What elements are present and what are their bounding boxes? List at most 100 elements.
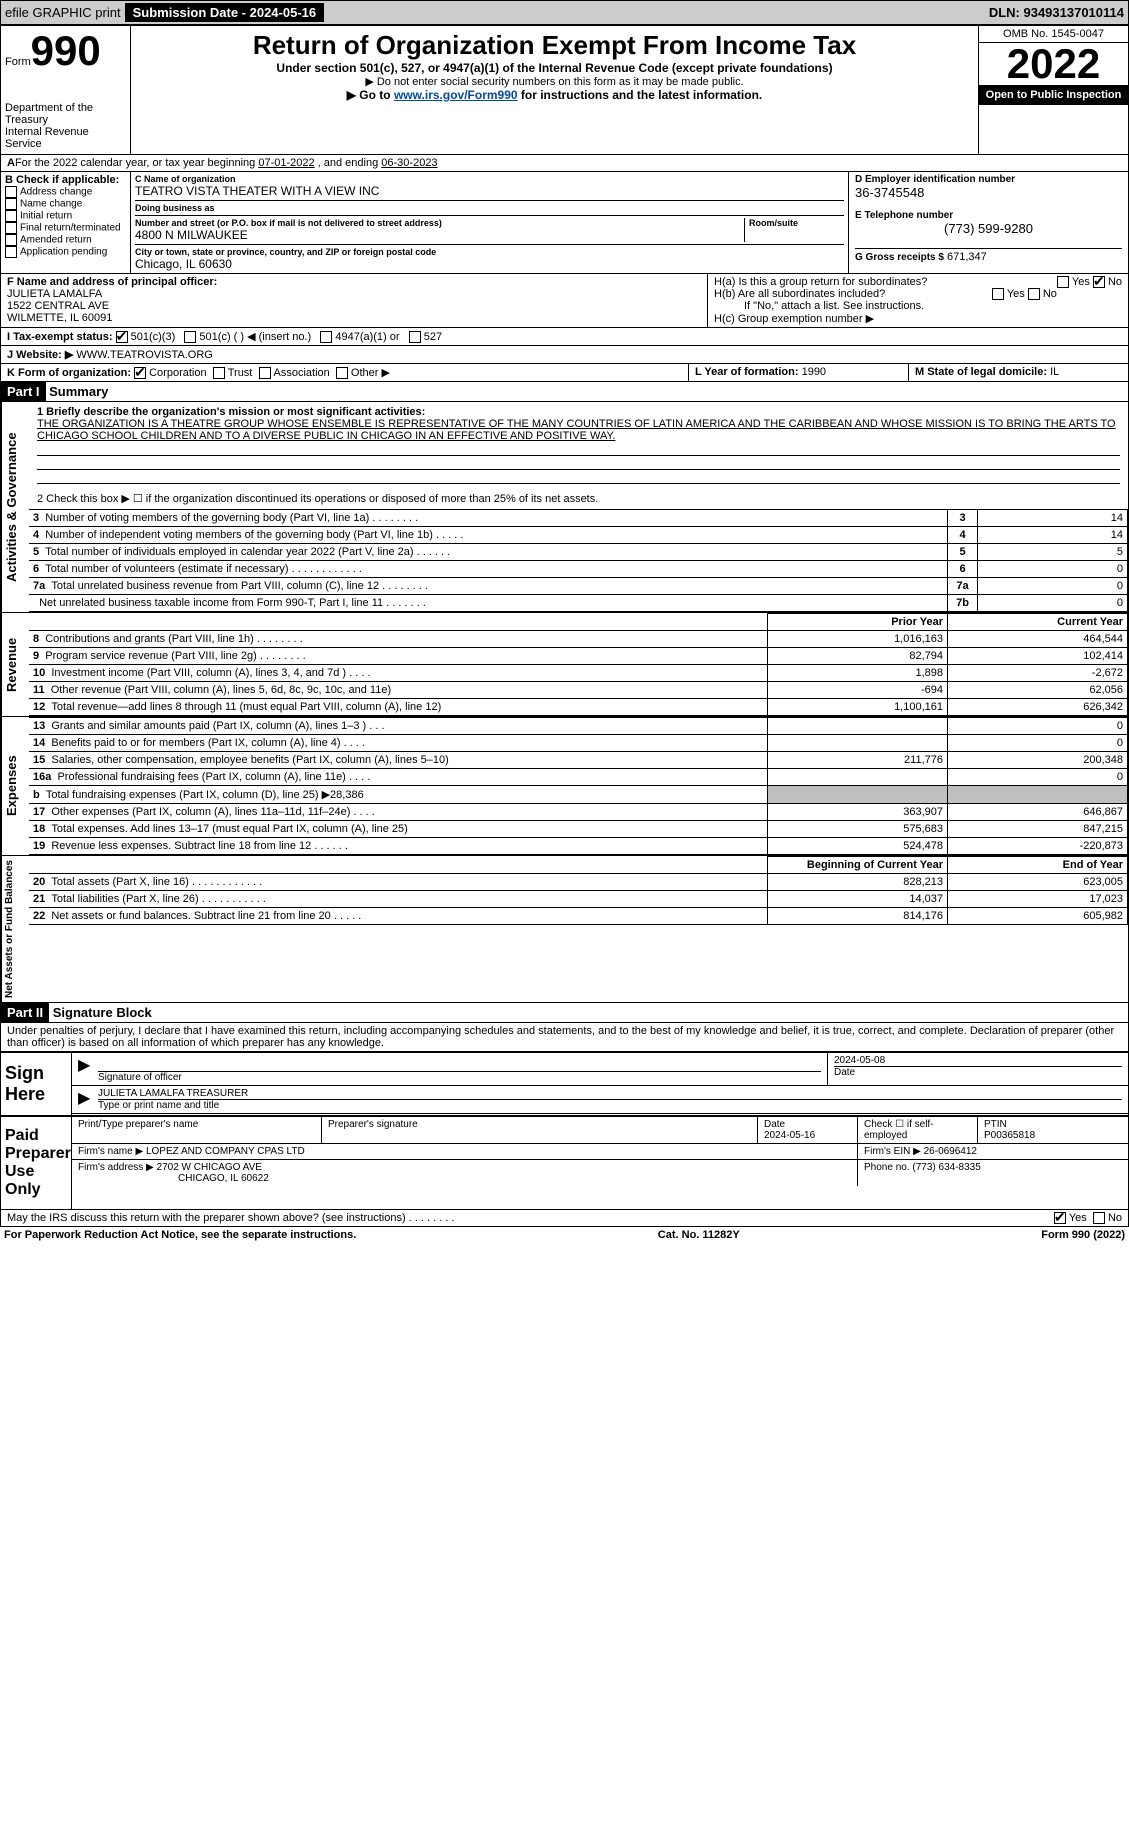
discuss-no[interactable] <box>1093 1212 1105 1224</box>
city-label: City or town, state or province, country… <box>135 244 844 257</box>
part1-title: Summary <box>49 384 108 399</box>
hb-label: H(b) Are all subordinates included? <box>714 288 885 300</box>
amended-return: Amended return <box>5 234 126 246</box>
sig-officer-label: Signature of officer <box>98 1071 821 1083</box>
phone-value: (773) 599-9280 <box>855 221 1122 236</box>
part2-title: Signature Block <box>53 1005 152 1020</box>
ha-yes[interactable] <box>1057 276 1069 288</box>
firm-ein-label: Firm's EIN ▶ <box>864 1146 921 1157</box>
sign-here-block: Sign Here ▶ Signature of officer 2024-05… <box>1 1051 1128 1115</box>
tax-status-label: I Tax-exempt status: <box>7 331 113 343</box>
ha-label: H(a) Is this a group return for subordin… <box>714 276 927 288</box>
prep-sig-label: Preparer's signature <box>322 1117 758 1143</box>
sig-date-value: 2024-05-08 <box>834 1055 1122 1066</box>
assoc-check[interactable] <box>259 367 271 379</box>
dln-label: DLN: 93493137010114 <box>989 5 1124 20</box>
prep-date-value: 2024-05-16 <box>764 1130 815 1141</box>
corp-check[interactable] <box>134 367 146 379</box>
prep-date-label: Date <box>764 1119 785 1130</box>
box-m: M State of legal domicile: IL <box>908 364 1128 381</box>
sign-here-label: Sign Here <box>1 1053 71 1115</box>
city-value: Chicago, IL 60630 <box>135 257 844 271</box>
box-c: C Name of organization TEATRO VISTA THEA… <box>131 172 848 273</box>
footer: For Paperwork Reduction Act Notice, see … <box>0 1227 1129 1243</box>
name-change: Name change <box>5 198 126 210</box>
ptin-label: PTIN <box>984 1119 1007 1130</box>
gov-vert-label: Activities & Governance <box>1 402 29 612</box>
box-b-title: B Check if applicable: <box>5 174 119 186</box>
trust-check[interactable] <box>213 367 225 379</box>
box-k: K Form of organization: Corporation Trus… <box>1 364 688 381</box>
app-pending: Application pending <box>5 246 126 258</box>
netassets-table: Beginning of Current YearEnd of Year 20 … <box>29 856 1128 925</box>
firm-addr2: CHICAGO, IL 60622 <box>78 1173 269 1184</box>
submission-date-button[interactable]: Submission Date - 2024-05-16 <box>125 3 325 22</box>
form-title: Return of Organization Exempt From Incom… <box>135 30 974 61</box>
gross-label: G Gross receipts $ <box>855 252 944 263</box>
ptin-value: P00365818 <box>984 1130 1035 1141</box>
527-check[interactable] <box>409 331 421 343</box>
subtitle: Under section 501(c), 527, or 4947(a)(1)… <box>135 61 974 75</box>
ssn-note: ▶ Do not enter social security numbers o… <box>135 75 974 88</box>
addr-change: Address change <box>5 186 126 198</box>
paid-preparer-block: Paid Preparer Use Only Print/Type prepar… <box>1 1115 1128 1209</box>
website-value: WWW.TEATROVISTA.ORG <box>76 349 212 361</box>
arrow-icon: ▶ <box>78 1090 90 1107</box>
paperwork-notice: For Paperwork Reduction Act Notice, see … <box>4 1229 356 1241</box>
phone-label: E Telephone number <box>855 210 1122 221</box>
final-return: Final return/terminated <box>5 222 126 234</box>
instructions-link[interactable]: www.irs.gov/Form990 <box>394 88 518 102</box>
penalty-text: Under penalties of perjury, I declare th… <box>1 1023 1128 1051</box>
ein-value: 36-3745548 <box>855 185 1122 200</box>
firm-name-label: Firm's name ▶ <box>78 1146 143 1157</box>
ha-no[interactable] <box>1093 276 1105 288</box>
box-i: I Tax-exempt status: 501(c)(3) 501(c) ( … <box>1 328 1128 345</box>
mission-text: THE ORGANIZATION IS A THEATRE GROUP WHOS… <box>37 418 1120 442</box>
discuss-yes[interactable] <box>1054 1212 1066 1224</box>
begin-date: 07-01-2022 <box>258 157 314 169</box>
expenses-table: 13 Grants and similar amounts paid (Part… <box>29 717 1128 855</box>
firm-name-value: LOPEZ AND COMPANY CPAS LTD <box>146 1146 305 1157</box>
year-formation: 1990 <box>802 366 826 378</box>
line-a-pre: For the 2022 calendar year, or tax year … <box>15 157 258 169</box>
website-label: J Website: ▶ <box>7 349 73 361</box>
part2-label: Part II <box>1 1003 49 1022</box>
officer-label: F Name and address of principal officer: <box>7 276 217 288</box>
expenses-section: Expenses 13 Grants and similar amounts p… <box>1 717 1128 856</box>
h-note: If "No," attach a list. See instructions… <box>714 300 1122 312</box>
firm-phone-value: (773) 634-8335 <box>912 1162 980 1173</box>
hb-no[interactable] <box>1028 288 1040 300</box>
4947-check[interactable] <box>320 331 332 343</box>
goto-post: for instructions and the latest informat… <box>518 88 763 102</box>
begin-year-head: Beginning of Current Year <box>807 859 943 871</box>
dba-label: Doing business as <box>135 200 844 213</box>
hb-yes[interactable] <box>992 288 1004 300</box>
formorg-label: K Form of organization: <box>7 367 131 379</box>
box-j: J Website: ▶ WWW.TEATROVISTA.ORG <box>1 346 1128 363</box>
firm-ein-value: 26-0696412 <box>924 1146 977 1157</box>
paid-label: Paid Preparer Use Only <box>1 1117 71 1209</box>
prior-year-head: Prior Year <box>891 616 943 628</box>
form-number: 990 <box>31 27 101 74</box>
cat-no: Cat. No. 11282Y <box>658 1229 740 1241</box>
room-label: Room/suite <box>749 218 844 228</box>
revenue-section: Revenue Prior YearCurrent Year 8 Contrib… <box>1 613 1128 717</box>
line-a-mid: , and ending <box>315 157 382 169</box>
sig-date-label: Date <box>834 1066 1122 1078</box>
org-name: TEATRO VISTA THEATER WITH A VIEW INC <box>135 184 844 198</box>
box-b: B Check if applicable: Address change Na… <box>1 172 131 273</box>
end-year-head: End of Year <box>1063 859 1123 871</box>
line2-text: 2 Check this box ▶ ☐ if the organization… <box>29 488 1128 509</box>
officer-city: WILMETTE, IL 60091 <box>7 312 701 324</box>
current-year-head: Current Year <box>1057 616 1123 628</box>
exp-vert-label: Expenses <box>1 717 29 855</box>
state-domicile: IL <box>1050 366 1059 378</box>
501c-check[interactable] <box>184 331 196 343</box>
tax-year: 2022 <box>979 43 1128 85</box>
box-h: H(a) Is this a group return for subordin… <box>708 274 1128 327</box>
other-check[interactable] <box>336 367 348 379</box>
part1-label: Part I <box>1 382 46 401</box>
ein-label: D Employer identification number <box>855 174 1122 185</box>
501c3-check[interactable] <box>116 331 128 343</box>
box-l: L Year of formation: 1990 <box>688 364 908 381</box>
